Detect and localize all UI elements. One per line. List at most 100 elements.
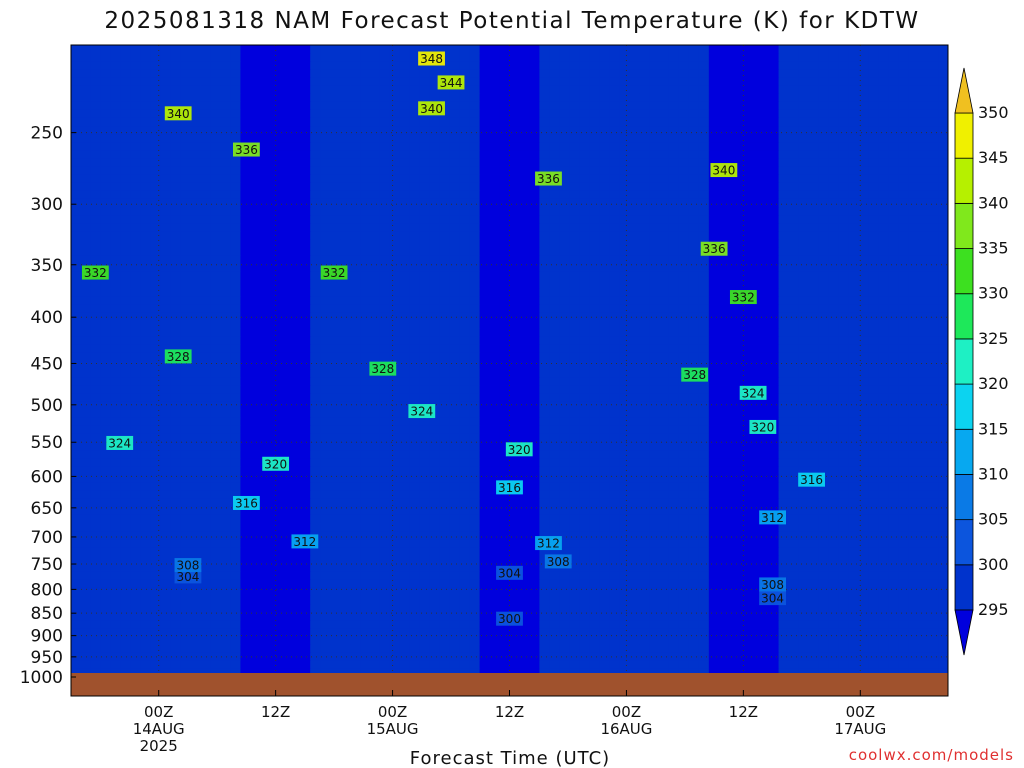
- field-cell: [549, 223, 560, 232]
- field-cell: [658, 498, 670, 508]
- field-cell: [549, 344, 560, 354]
- field-cell: [668, 279, 680, 289]
- field-cell: [529, 69, 540, 79]
- field-cell: [379, 328, 391, 338]
- field-cell: [80, 482, 92, 492]
- field-cell: [629, 158, 640, 168]
- field-cell: [928, 158, 939, 168]
- field-cell: [270, 304, 281, 313]
- field-cell: [838, 409, 849, 419]
- field-cell: [300, 288, 311, 297]
- field-cell: [389, 215, 401, 224]
- field-cell: [768, 401, 780, 411]
- field-cell: [758, 255, 770, 265]
- field-cell: [778, 166, 790, 176]
- field-cell: [878, 312, 889, 322]
- field-cell: [788, 361, 800, 370]
- field-cell: [389, 117, 401, 127]
- field-cell: [838, 344, 849, 354]
- field-cell: [868, 409, 879, 419]
- field-cell: [808, 409, 820, 419]
- field-cell: [419, 288, 431, 297]
- field-cell: [360, 320, 371, 330]
- field-cell: [579, 77, 590, 87]
- field-cell: [898, 320, 909, 330]
- field-cell: [449, 385, 461, 395]
- field-cell: [130, 498, 142, 508]
- field-cell: [858, 304, 869, 313]
- field-cell: [838, 393, 849, 403]
- field-cell: [160, 247, 172, 257]
- field-cell: [150, 450, 162, 459]
- field-cell: [459, 425, 471, 435]
- field-cell: [320, 369, 331, 378]
- field-cell: [728, 134, 740, 143]
- field-cell: [938, 336, 948, 346]
- field-cell: [449, 158, 461, 168]
- field-cell: [609, 466, 620, 476]
- field-cell: [200, 352, 212, 362]
- field-cell: [708, 466, 720, 476]
- field-cell: [529, 466, 540, 476]
- field-cell: [838, 336, 849, 346]
- field-cell: [240, 190, 251, 200]
- field-cell: [858, 361, 869, 370]
- field-cell: [190, 158, 202, 168]
- field-cell: [888, 69, 899, 79]
- field-cell: [220, 61, 232, 70]
- field-cell: [818, 53, 830, 62]
- field-cell: [399, 198, 411, 208]
- field-cell: [280, 45, 291, 54]
- field-cell: [300, 93, 311, 103]
- field-cell: [429, 361, 441, 370]
- field-cell: [160, 158, 172, 168]
- field-cell: [350, 450, 361, 459]
- field-cell: [688, 409, 700, 419]
- field-cell: [758, 442, 770, 451]
- field-cell: [479, 474, 491, 484]
- field-cell: [389, 142, 401, 151]
- field-cell: [858, 271, 869, 281]
- field-cell: [200, 466, 212, 476]
- field-cell: [768, 450, 780, 459]
- field-cell: [878, 369, 889, 378]
- field-cell: [828, 117, 839, 127]
- field-cell: [240, 117, 251, 127]
- field-cell: [140, 344, 152, 354]
- field-cell: [150, 77, 162, 87]
- field-cell: [489, 490, 501, 500]
- field-cell: [270, 271, 281, 281]
- field-cell: [270, 344, 281, 354]
- field-cell: [260, 239, 271, 249]
- field-cell: [559, 458, 570, 467]
- field-cell: [599, 93, 610, 103]
- field-cell: [738, 320, 750, 330]
- field-cell: [499, 312, 511, 322]
- field-cell: [788, 328, 800, 338]
- field-cell: [848, 385, 859, 395]
- field-cell: [579, 377, 590, 386]
- field-cell: [868, 101, 879, 111]
- field-cell: [479, 77, 491, 87]
- field-cell: [519, 174, 531, 184]
- field-cell: [639, 271, 650, 281]
- field-cell: [80, 61, 92, 70]
- field-cell: [928, 320, 939, 330]
- field-cell: [389, 296, 401, 305]
- field-cell: [519, 142, 531, 151]
- field-cell: [599, 61, 610, 70]
- field-cell: [379, 93, 391, 103]
- field-cell: [798, 466, 810, 476]
- field-cell: [858, 247, 869, 257]
- field-cell: [639, 142, 650, 151]
- field-cell: [439, 61, 451, 70]
- field-cell: [858, 117, 869, 127]
- field-cell: [938, 425, 948, 435]
- field-cell: [360, 53, 371, 62]
- field-cell: [479, 182, 491, 192]
- field-cell: [708, 417, 720, 427]
- field-cell: [80, 198, 92, 208]
- field-cell: [698, 69, 710, 79]
- field-cell: [290, 182, 301, 192]
- field-cell: [629, 409, 640, 419]
